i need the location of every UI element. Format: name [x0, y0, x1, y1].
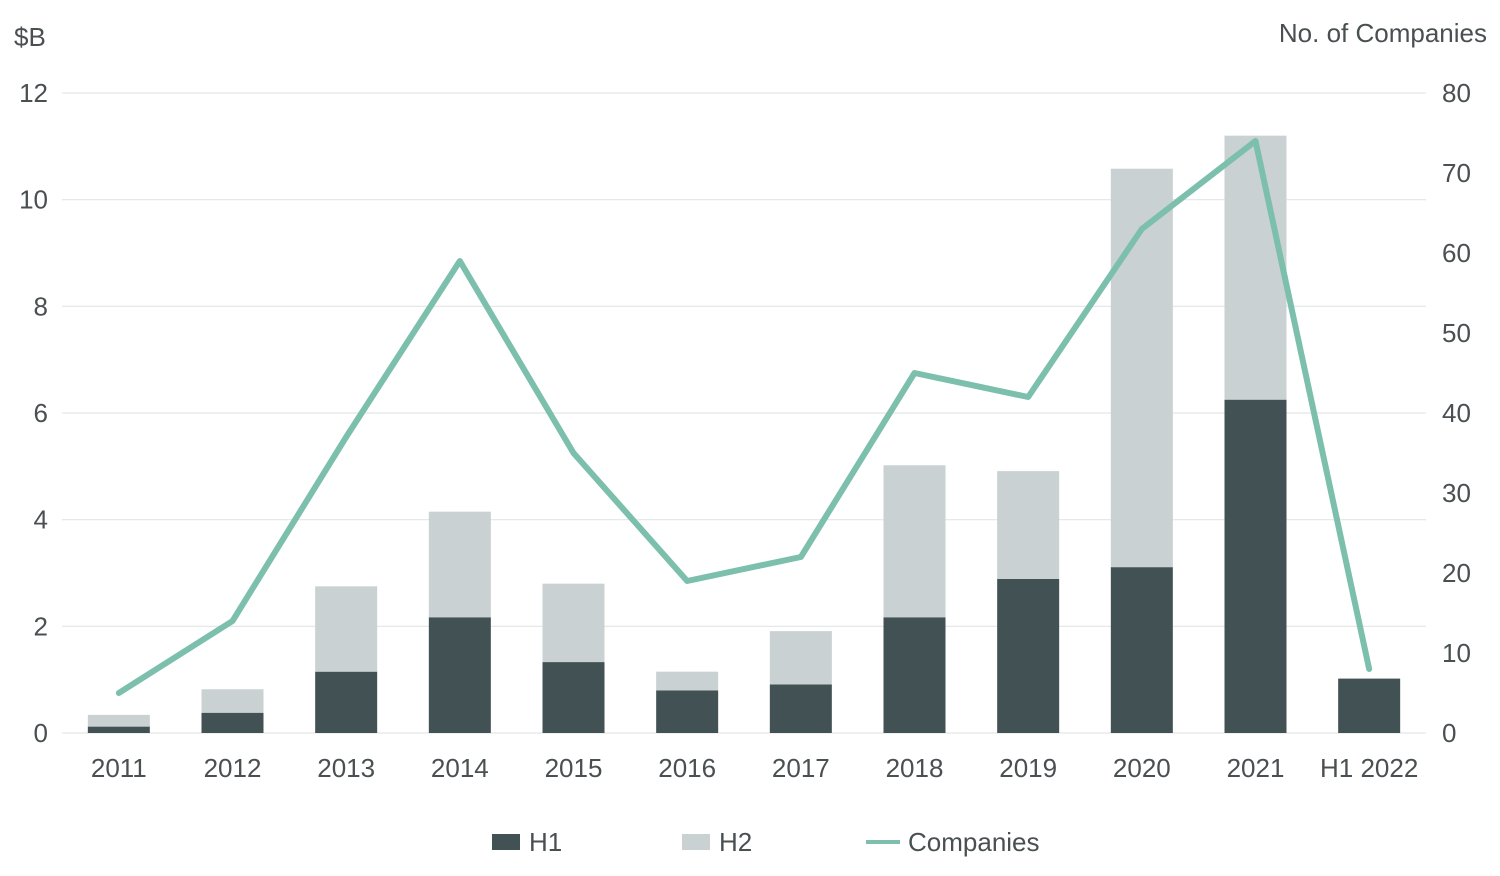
line-point [684, 578, 690, 584]
x-tick-label: 2017 [772, 753, 830, 783]
line-point [343, 434, 349, 440]
y-right-tick-label: 30 [1442, 478, 1471, 508]
bar-h2 [428, 511, 491, 618]
line-point [1139, 226, 1145, 232]
y-right-axis-label: No. of Companies [1279, 18, 1487, 48]
legend: H1 H2 Companies [492, 827, 1040, 857]
line-point [116, 690, 122, 696]
bars [87, 135, 1401, 733]
bar-h1 [315, 671, 378, 733]
y-right-tick-label: 70 [1442, 158, 1471, 188]
line-point [798, 554, 804, 560]
x-tick-label: 2013 [317, 753, 375, 783]
line-point [457, 258, 463, 264]
bar-h1 [428, 617, 491, 733]
bar-h1 [87, 726, 150, 733]
y-left-tick-label: 10 [19, 185, 48, 215]
line-point [1253, 138, 1258, 144]
bar-h1 [1224, 399, 1287, 733]
x-tick-label: 2014 [431, 753, 489, 783]
x-tick-label: 2019 [999, 753, 1057, 783]
x-tick-label: 2018 [886, 753, 944, 783]
bar-h1 [1338, 678, 1401, 733]
gridlines [62, 92, 1426, 734]
x-tick-label: H1 2022 [1320, 753, 1418, 783]
axes: $B No. of Companies 0 2 4 6 8 10 12 0 10 20 30 40 50… [14, 18, 1487, 783]
y-right-tick-label: 20 [1442, 558, 1471, 588]
x-tick-label: 2016 [658, 753, 716, 783]
bar-h2 [87, 714, 150, 727]
legend-label-h2: H2 [719, 827, 752, 857]
x-tick-label: 2020 [1113, 753, 1171, 783]
bar-h1 [1110, 567, 1173, 733]
line-point [912, 370, 917, 376]
line-point [230, 618, 235, 624]
bar-h1 [656, 690, 719, 733]
y-left-tick-label: 6 [34, 398, 48, 428]
legend-swatch-h1 [492, 834, 520, 850]
line-companies [115, 138, 1373, 696]
legend-swatch-h2 [682, 834, 710, 850]
bar-h2 [542, 583, 605, 663]
y-right-tick-label: 60 [1442, 238, 1471, 268]
bar-h1 [201, 712, 264, 733]
bar-h2 [201, 689, 264, 713]
bar-h1 [542, 662, 605, 733]
y-left-tick-label: 12 [19, 78, 48, 108]
bar-h2 [1110, 168, 1173, 568]
bar-h1 [883, 617, 946, 733]
line-point [1025, 394, 1031, 400]
y-left-tick-label: 8 [34, 291, 48, 321]
legend-label-h1: H1 [529, 827, 562, 857]
bar-h2 [883, 465, 946, 618]
y-right-tick-label: 0 [1442, 718, 1456, 748]
y-left-tick-label: 0 [34, 718, 48, 748]
y-left-tick-label: 2 [34, 611, 48, 641]
bar-h2 [656, 671, 719, 691]
x-tick-label: 2012 [204, 753, 262, 783]
bar-h2 [315, 586, 378, 672]
legend-label-companies: Companies [908, 827, 1040, 857]
line-point [1366, 666, 1372, 672]
y-left-tick-label: 4 [34, 505, 48, 535]
bar-h2 [1224, 135, 1287, 400]
y-right-tick-label: 50 [1442, 318, 1471, 348]
y-right-tick-label: 80 [1442, 78, 1471, 108]
bar-h1 [997, 578, 1060, 733]
y-right-tick-label: 10 [1442, 638, 1471, 668]
x-tick-label: 2021 [1227, 753, 1285, 783]
bar-h2 [769, 631, 832, 685]
bar-h2 [997, 471, 1060, 579]
companies-line [115, 138, 1373, 696]
line-point [571, 450, 576, 456]
y-right-tick-label: 40 [1442, 398, 1471, 428]
y-left-axis-label: $B [14, 22, 46, 52]
bar-h1 [769, 684, 832, 733]
x-tick-label: 2015 [545, 753, 603, 783]
x-tick-label: 2011 [91, 753, 147, 783]
